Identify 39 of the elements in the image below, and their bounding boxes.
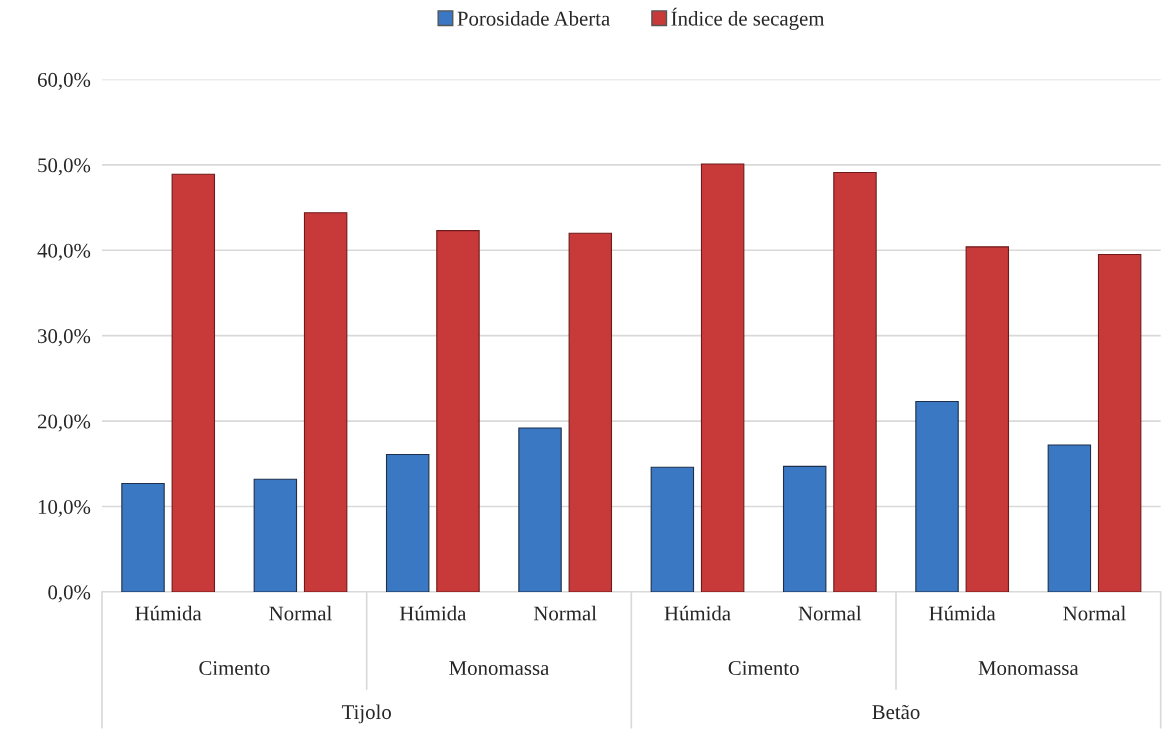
x-tick-label: Normal bbox=[533, 605, 597, 621]
bar bbox=[1097, 254, 1142, 592]
y-tick-label: 0,0% bbox=[48, 585, 91, 603]
y-tick-label: 60,0% bbox=[37, 72, 91, 90]
x-tick-label: Húmida bbox=[929, 605, 996, 621]
text: Cimento bbox=[728, 661, 799, 676]
text: Monomassa bbox=[978, 661, 1079, 676]
bar bbox=[915, 400, 959, 592]
text: Monomassa bbox=[449, 661, 550, 676]
bar bbox=[700, 163, 745, 592]
text: Betão bbox=[872, 704, 920, 720]
text: Tijolo bbox=[341, 704, 391, 724]
x-tick-label: Normal bbox=[1063, 605, 1126, 621]
bar bbox=[253, 478, 298, 592]
y-tick-label: 20,0% bbox=[37, 414, 91, 432]
x-tick-label: Normal bbox=[269, 605, 332, 621]
bar bbox=[385, 453, 430, 592]
bar bbox=[436, 230, 480, 592]
bar bbox=[1047, 444, 1092, 592]
text: Cimento bbox=[199, 661, 270, 676]
x-tick-label: Húmida bbox=[664, 605, 731, 621]
legend-label: Índice de secagem bbox=[671, 7, 825, 30]
legend-label: Porosidade Aberta bbox=[457, 11, 610, 26]
bar bbox=[833, 172, 877, 592]
x-tick-label: Normal bbox=[798, 605, 862, 621]
bar bbox=[121, 482, 165, 592]
bar bbox=[303, 212, 348, 592]
bar bbox=[650, 466, 695, 592]
bar bbox=[782, 465, 827, 592]
bar bbox=[171, 173, 216, 592]
y-tick-label: 10,0% bbox=[38, 499, 91, 517]
bar bbox=[965, 246, 1010, 592]
x-tick-label: Húmida bbox=[399, 605, 467, 621]
bar bbox=[518, 427, 562, 592]
x-tick-label: Húmida bbox=[135, 605, 202, 621]
y-tick-label: 50,0% bbox=[38, 158, 91, 176]
y-tick-label: 40,0% bbox=[37, 243, 91, 261]
bar bbox=[568, 232, 613, 592]
y-tick-label: 30,0% bbox=[38, 329, 91, 347]
